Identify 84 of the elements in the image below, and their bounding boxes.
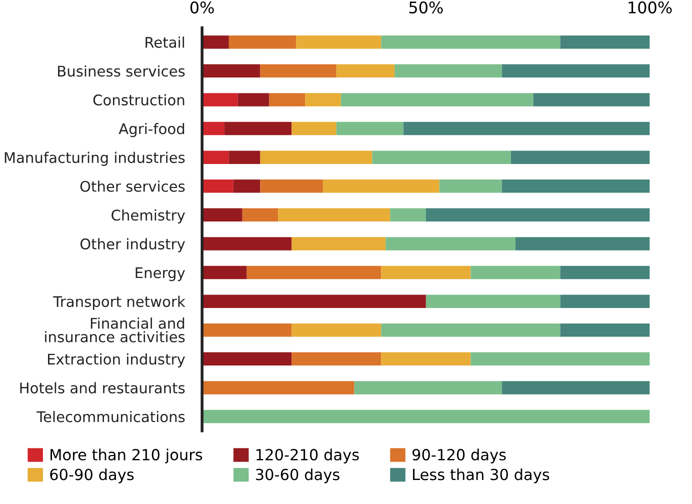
bar [202,64,260,78]
bar [354,381,502,394]
bar [202,266,247,280]
bar [394,64,502,78]
y-tick-label: Retail [146,36,184,48]
bar [305,93,341,106]
bar [269,93,306,106]
bar [292,122,336,136]
bar [260,179,323,193]
legend-label: 60-90 days [50,468,134,484]
bar [502,381,650,394]
bar [202,122,224,136]
bar [233,179,260,193]
bar [502,179,650,193]
bar [381,352,471,366]
bar [390,208,426,222]
bar [381,266,471,280]
bar [202,352,292,366]
bar [426,294,560,308]
y-tick-label: Construction [93,94,184,106]
bar [372,150,511,164]
bar [336,122,404,136]
bar [560,294,650,308]
bar [381,35,560,49]
bar [202,294,426,308]
legend-label: More than 210 jours [50,448,202,464]
y-tick-label: Manufacturing industries [4,152,185,166]
bar [381,323,560,337]
y-tick-label: Other industry [80,238,185,252]
bar [292,352,382,366]
bar [340,93,534,106]
bar [242,208,278,222]
bar [292,323,382,337]
bar [533,93,650,106]
bar [202,323,292,337]
y-tick-label: Business services [58,65,185,77]
bar [336,64,395,78]
bar [560,266,650,280]
y-tick-label: Chemistry [112,209,185,224]
bar [296,35,382,49]
y-tick-label: Transport network [53,296,186,310]
x-tick-label: 50% [409,1,443,14]
bar [246,266,382,280]
x-tick-label: 0% [190,1,214,14]
bar [426,208,650,222]
bar [322,179,440,193]
bar [404,122,650,136]
bar [292,237,386,250]
legend-label: Less than 30 days [413,468,550,484]
bar [238,93,270,106]
bar [260,64,336,78]
bar [202,35,229,49]
bar [560,35,650,49]
bar [202,381,354,394]
bar [510,150,650,164]
y-tick-label: Extraction industry [48,353,185,368]
bar [202,410,650,424]
bar [202,93,238,106]
y-tick-label: Telecommunications [36,410,185,422]
bar [260,150,372,164]
y-tick-label: Other services [80,180,185,192]
y-tick-label: Energy [136,267,185,282]
legend-label: 90-120 days [412,448,506,464]
bar [515,237,650,250]
bar [502,64,650,78]
bar [228,150,260,164]
bar [202,208,242,222]
x-tick-label: 100% [628,1,672,14]
bar [202,179,234,193]
legend-label: 30-60 days [256,468,340,484]
legend-label: 120-210 days [256,448,359,464]
bar [202,237,292,250]
bar [439,179,502,193]
y-tick-label: Financial and insurance activities [45,318,185,342]
bar [386,237,516,250]
bar [470,266,560,280]
bar [228,35,296,49]
bar [560,323,650,337]
y-tick-label: Agri-food [118,122,184,138]
bar [278,208,390,222]
bar [470,352,650,366]
bar [224,122,292,136]
bar [202,150,229,164]
y-tick-label: Hotels and restaurants [20,382,185,394]
